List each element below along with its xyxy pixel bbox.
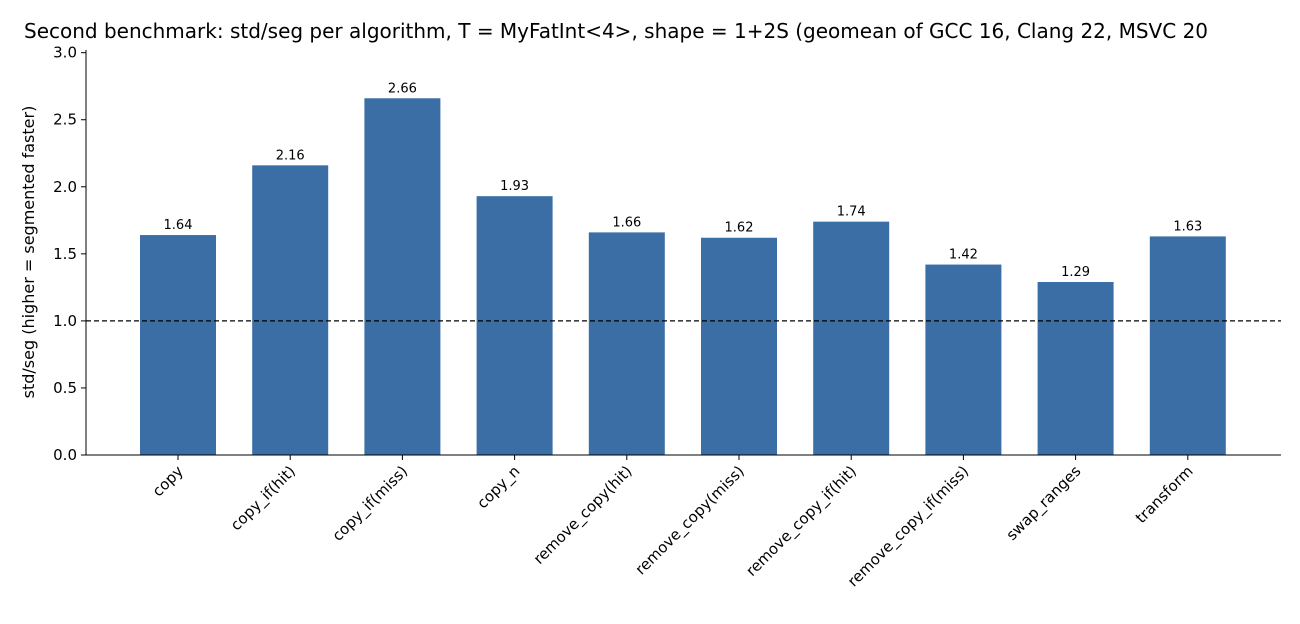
y-tick-label: 2.0 [53, 178, 77, 196]
bar [925, 264, 1002, 455]
bar [364, 98, 441, 456]
value-label: 1.66 [612, 215, 641, 230]
value-label: 1.93 [500, 179, 529, 194]
x-tick-label: swap_ranges [1003, 462, 1086, 545]
value-label: 1.29 [1061, 265, 1090, 280]
value-label: 1.62 [725, 221, 754, 236]
bar [1149, 236, 1226, 455]
x-tick-label: remove_copy_if(miss) [844, 462, 973, 591]
x-tick-label: remove_copy(miss) [632, 462, 749, 579]
x-tick-label: remove_copy(hit) [530, 462, 636, 568]
y-tick-label: 1.0 [53, 312, 77, 330]
bar [588, 232, 665, 455]
bar [252, 165, 329, 456]
value-label: 1.74 [837, 205, 866, 220]
y-tick-label: 0.5 [53, 379, 77, 397]
x-tick-label: transform [1132, 462, 1197, 527]
y-tick-label: 1.5 [53, 245, 77, 263]
bar [813, 221, 890, 455]
x-tick-label: copy_if(miss) [329, 462, 412, 545]
y-tick-label: 2.5 [53, 111, 77, 129]
value-label: 1.64 [164, 218, 193, 233]
x-tick-label: copy_n [473, 462, 524, 513]
x-tick-label: remove_copy_if(hit) [742, 462, 860, 580]
y-axis-label: std/seg (higher = segmented faster) [19, 106, 38, 399]
value-label: 1.42 [949, 248, 978, 263]
bar [476, 196, 553, 456]
x-tick-label: copy [149, 462, 187, 500]
value-label: 2.16 [276, 148, 305, 163]
bar [701, 237, 777, 455]
value-label: 2.66 [388, 81, 417, 96]
y-tick-label: 0.0 [53, 446, 77, 464]
chart-title: Second benchmark: std/seg per algorithm,… [24, 19, 1208, 43]
y-tick-label: 3.0 [53, 44, 77, 62]
bar [1037, 282, 1114, 455]
value-label: 1.63 [1173, 219, 1202, 234]
bar [140, 235, 216, 455]
x-tick-label: copy_if(hit) [227, 462, 300, 535]
